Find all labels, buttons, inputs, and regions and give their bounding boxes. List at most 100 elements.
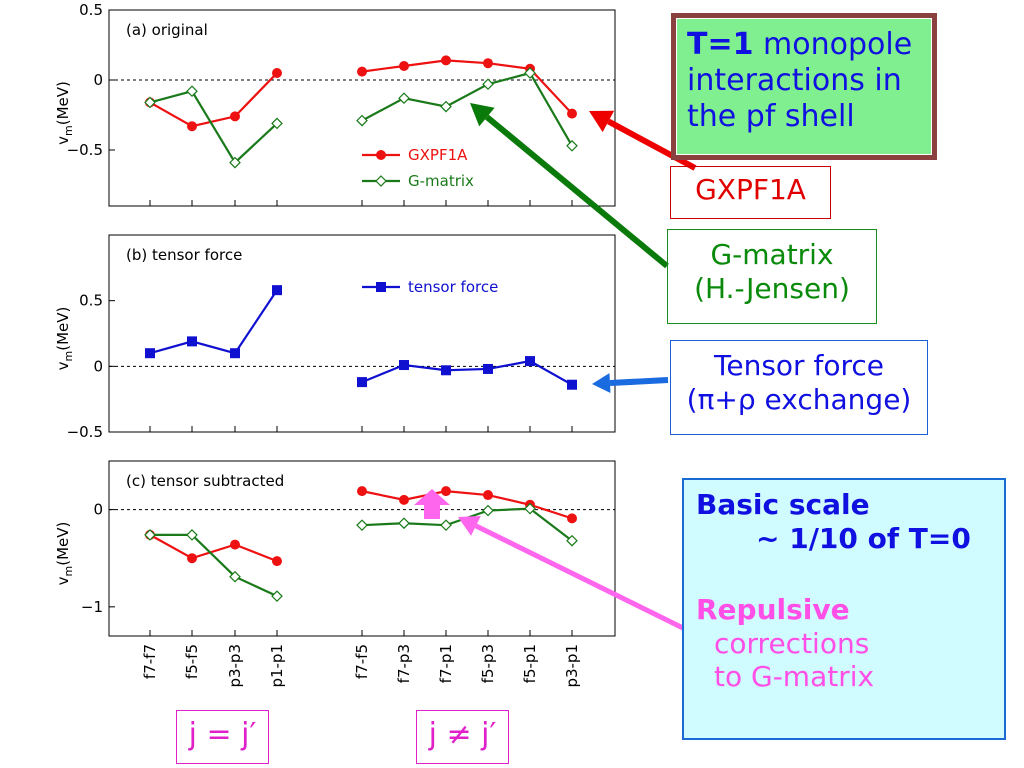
gmatrix-note-line1: G-matrix <box>710 238 834 271</box>
data-point <box>357 377 367 388</box>
data-point <box>272 285 282 296</box>
data-point <box>272 68 282 78</box>
x-category-label: f5-p1 <box>521 644 539 683</box>
data-point <box>483 490 493 501</box>
data-point <box>398 92 410 105</box>
data-point <box>441 365 451 376</box>
series-line <box>361 59 573 115</box>
x-category-label: p3-p3 <box>226 644 244 688</box>
series-2 <box>144 67 578 169</box>
series-line <box>149 89 278 165</box>
data-point <box>399 61 409 71</box>
data-point <box>566 139 578 152</box>
y-tick-label: 0.5 <box>79 1 103 19</box>
series-line <box>149 72 278 128</box>
title-text: monopole interactions in the pf shell <box>687 27 913 134</box>
y-axis-label: vm(MeV) <box>54 522 75 586</box>
series-line <box>361 359 573 386</box>
y-tick-label: 0 <box>93 71 103 89</box>
x-axis-labels: f7-f7 f5-f5 p3-p3 p1-p1 f7-f5 f7-p3 f7-p1 f5-p3… <box>141 644 581 688</box>
data-point <box>229 156 241 169</box>
data-point <box>271 590 283 602</box>
repulsive-up-arrow <box>414 489 450 519</box>
data-point <box>567 513 577 524</box>
gmatrix-arrow-head <box>470 103 495 127</box>
repulsive-arrow-shaft <box>474 523 689 633</box>
panel-label: (c) tensor subtracted <box>126 472 284 490</box>
corrections-line2: to G-matrix <box>714 660 875 694</box>
basic-scale-line1: Basic scale <box>696 488 870 521</box>
y-tick-label: 0.5 <box>79 292 103 310</box>
data-point <box>440 100 452 113</box>
data-point <box>567 379 577 390</box>
tensor-arrow-shaft <box>609 377 669 387</box>
data-point <box>482 504 494 517</box>
data-point <box>399 494 409 505</box>
repulsive-arrow-head <box>458 515 481 536</box>
series-1 <box>145 285 577 390</box>
tensor-note: Tensor force (π+ρ exchange) <box>670 340 928 435</box>
x-category-label: f7-p3 <box>395 644 413 683</box>
data-point <box>398 517 410 530</box>
y-tick-label: −0.5 <box>67 141 103 159</box>
panel-2: 0.5 0 −0.5 (b) tensor force vm(MeV) tensor fo… <box>54 234 616 441</box>
gxpf1a-note: GXPF1A <box>670 166 831 219</box>
basic-scale-line2: ~ 1/10 of T=0 <box>756 521 971 555</box>
plot-frame <box>108 9 616 207</box>
data-point <box>375 175 387 187</box>
panel-label: (b) tensor force <box>126 246 242 264</box>
y-tick-label: −0.5 <box>67 423 103 441</box>
repulsive-label: Repulsive <box>696 593 850 627</box>
data-point <box>525 356 535 367</box>
title-bold: T=1 <box>687 27 754 62</box>
panel-3: 0 −1 (c) tensor subtracted vm(MeV) <box>54 460 616 637</box>
data-point <box>187 553 197 564</box>
j-equals-label: j = j′ <box>176 710 269 764</box>
tensor-note-line1: Tensor force <box>714 349 884 382</box>
data-point <box>566 534 578 547</box>
legend-label: G-matrix <box>408 172 474 190</box>
tensor-arrow-head <box>592 373 611 393</box>
data-point <box>271 117 283 130</box>
series-line <box>149 533 278 563</box>
x-category-label: p1-p1 <box>268 644 286 688</box>
y-tick-label: 0 <box>93 501 103 519</box>
corrections-line1: corrections <box>714 626 870 660</box>
data-point <box>230 111 240 122</box>
data-point <box>440 519 452 532</box>
series-line <box>150 533 278 598</box>
x-category-label: f5-p3 <box>479 644 497 683</box>
x-category-label: f7-f5 <box>353 644 371 679</box>
panel-label: (a) original <box>126 21 208 39</box>
data-point <box>482 78 494 91</box>
panels: 0.5 0 −0.5 (a) original vm(MeV) GXPF1A G-matri… <box>54 1 616 637</box>
legend-label: tensor force <box>408 278 498 296</box>
data-point <box>357 66 367 77</box>
data-point <box>524 502 536 515</box>
gmatrix-arrow-shaft <box>485 114 669 269</box>
y-tick-label: −1 <box>81 598 103 616</box>
annotation-arrows <box>414 103 697 633</box>
gxpf-arrow-shaft <box>606 118 697 171</box>
data-point <box>524 67 536 79</box>
x-category-label: f7-p1 <box>437 644 455 683</box>
x-category-label: f5-f5 <box>183 644 201 679</box>
series-1 <box>145 486 577 567</box>
title-box: T=1 monopole interactions in the pf shel… <box>671 13 937 160</box>
data-point <box>441 55 451 66</box>
j-not-equals-label: j ≠ j′ <box>416 710 509 764</box>
data-point <box>187 121 197 132</box>
data-point <box>230 539 240 550</box>
series-line <box>361 71 573 147</box>
data-point <box>483 363 493 374</box>
data-point <box>399 360 409 371</box>
series-2 <box>144 502 578 602</box>
basic-scale-note: Basic scale ~ 1/10 of T=0 Repulsive corr… <box>682 478 1006 740</box>
series-line <box>149 289 278 355</box>
gxpf-arrow-head <box>589 110 615 133</box>
data-point <box>229 570 241 583</box>
tensor-note-line2: (π+ρ exchange) <box>686 382 912 416</box>
gmatrix-note-line2: (H.-Jensen) <box>694 271 850 305</box>
y-axis-label: vm(MeV) <box>54 307 75 371</box>
